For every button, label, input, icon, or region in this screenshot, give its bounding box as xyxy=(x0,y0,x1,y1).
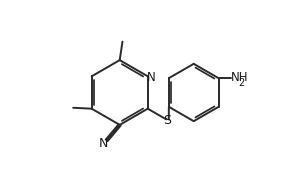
Text: N: N xyxy=(147,71,155,84)
Text: NH: NH xyxy=(231,71,248,84)
Text: N: N xyxy=(99,137,108,150)
Text: S: S xyxy=(163,114,171,127)
Text: 2: 2 xyxy=(238,78,245,88)
